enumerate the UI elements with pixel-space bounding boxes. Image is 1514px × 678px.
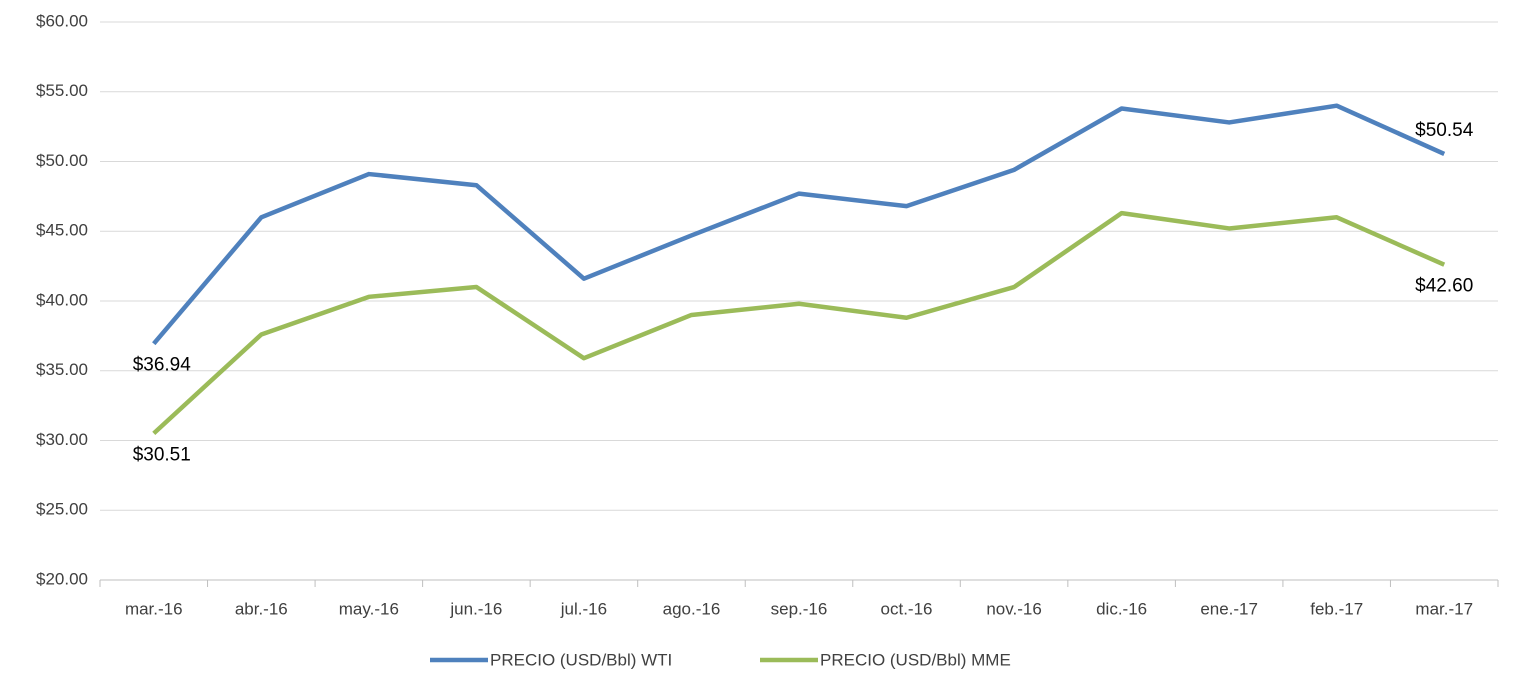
y-tick-label: $45.00: [36, 221, 88, 240]
x-tick-label: nov.-16: [986, 599, 1041, 618]
x-tick-label: dic.-16: [1096, 599, 1147, 618]
x-tick-label: mar.-16: [125, 599, 183, 618]
x-tick-label: may.-16: [339, 599, 399, 618]
x-tick-label: oct.-16: [881, 599, 933, 618]
data-label: $30.51: [133, 444, 191, 465]
y-tick-label: $40.00: [36, 290, 88, 309]
y-tick-label: $25.00: [36, 500, 88, 519]
x-tick-label: jul.-16: [560, 599, 607, 618]
y-tick-label: $50.00: [36, 151, 88, 170]
data-label: $36.94: [133, 355, 192, 376]
x-tick-label: sep.-16: [771, 599, 828, 618]
series-line: [152, 103, 1446, 346]
x-tick-label: ene.-17: [1200, 599, 1258, 618]
x-tick-label: ago.-16: [663, 599, 721, 618]
series-line: [152, 210, 1446, 436]
y-tick-label: $35.00: [36, 360, 88, 379]
x-tick-label: jun.-16: [449, 599, 502, 618]
y-tick-label: $55.00: [36, 81, 88, 100]
legend-label: PRECIO (USD/Bbl) WTI: [490, 650, 672, 669]
data-label: $42.60: [1415, 276, 1473, 297]
y-tick-label: $30.00: [36, 430, 88, 449]
x-tick-label: feb.-17: [1310, 599, 1363, 618]
y-tick-label: $20.00: [36, 569, 88, 588]
data-label: $50.54: [1415, 120, 1474, 141]
x-tick-label: abr.-16: [235, 599, 288, 618]
x-tick-label: mar.-17: [1415, 599, 1473, 618]
legend-label: PRECIO (USD/Bbl) MME: [820, 650, 1011, 669]
y-tick-label: $60.00: [36, 11, 88, 30]
